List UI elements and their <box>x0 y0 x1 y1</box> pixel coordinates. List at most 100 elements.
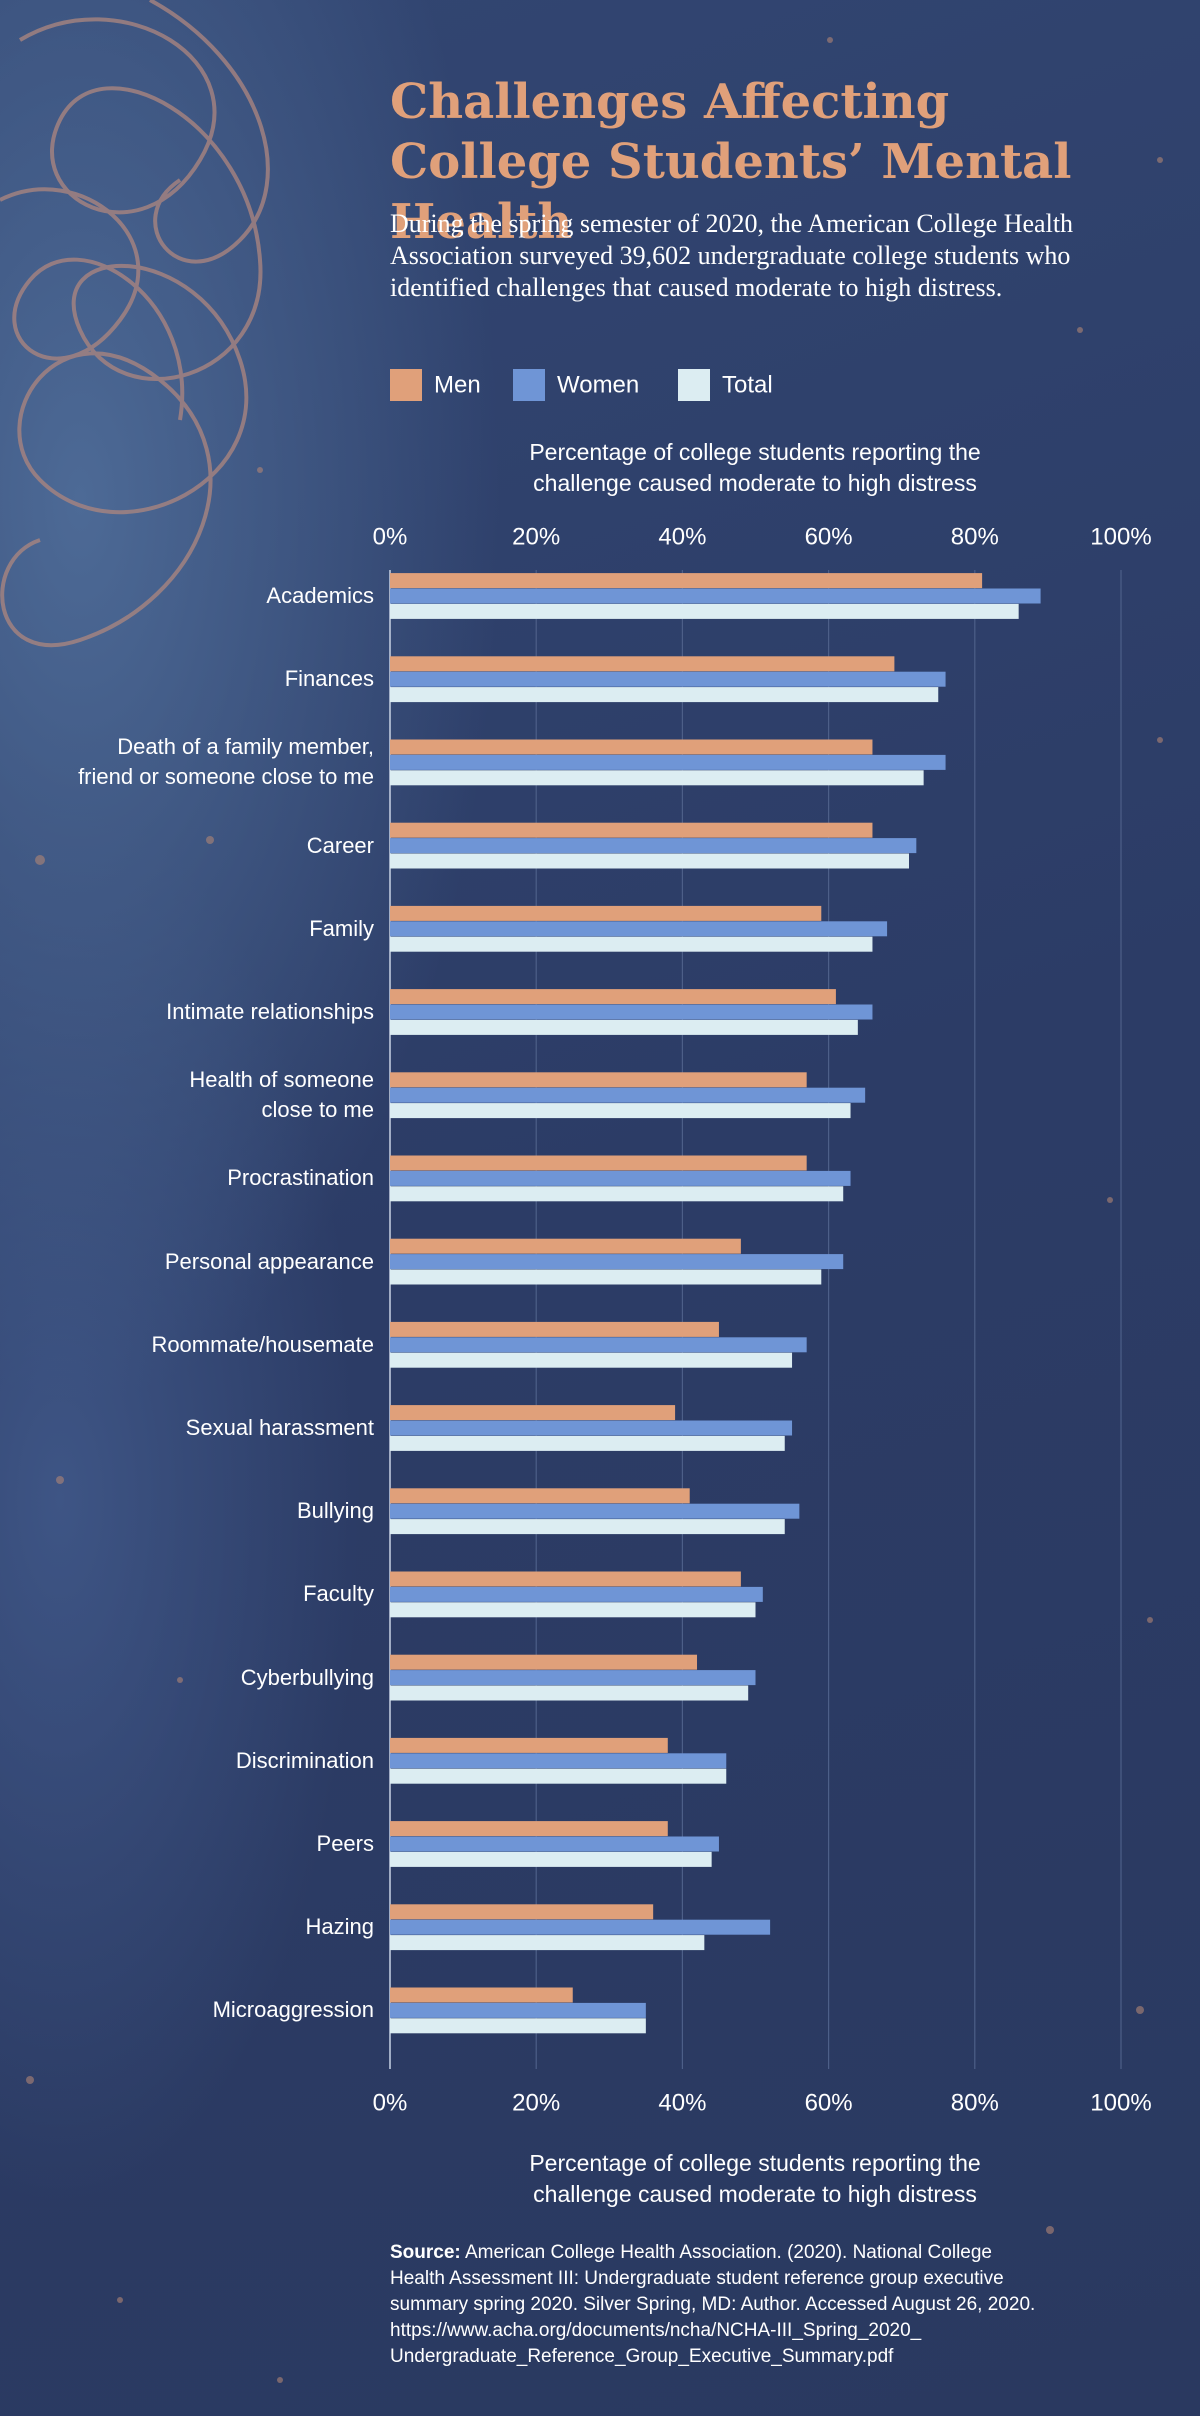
bar <box>390 671 946 687</box>
decoration <box>0 0 270 648</box>
bar <box>390 1155 807 1171</box>
axis-title: Percentage of college students reporting… <box>529 2150 981 2207</box>
bar <box>390 1685 749 1701</box>
x-tick-label: 20% <box>512 523 560 550</box>
category-label: Faculty <box>303 1581 374 1607</box>
category-label: Roommate/housemate <box>151 1331 374 1357</box>
legend-swatch <box>513 369 545 401</box>
bar <box>390 1503 800 1519</box>
bar <box>390 838 917 854</box>
bar <box>390 1238 741 1254</box>
category-label: Procrastination <box>227 1165 374 1191</box>
bar <box>390 588 1041 604</box>
category-label: Cyberbullying <box>240 1664 374 1690</box>
bar <box>390 1170 851 1186</box>
bar <box>390 1321 719 1337</box>
bar <box>390 739 873 755</box>
bar <box>390 656 895 672</box>
bar <box>390 2002 646 2018</box>
subtitle: During the spring semester of 2020, the … <box>390 209 1074 302</box>
bar <box>390 1420 793 1436</box>
x-tick-label: 40% <box>658 2089 706 2116</box>
legend-label: Women <box>557 371 639 398</box>
bar <box>390 1737 668 1753</box>
x-tick-label: 40% <box>658 523 706 550</box>
bar <box>390 1186 844 1202</box>
legend-swatch <box>678 369 710 401</box>
bar <box>390 1519 785 1535</box>
category-label: Family <box>309 915 374 941</box>
category-label: Personal appearance <box>164 1248 374 1274</box>
bar <box>390 1768 727 1784</box>
legend-label: Total <box>722 371 773 398</box>
axis-title: Percentage of college students reporting… <box>529 439 981 496</box>
bar <box>390 921 888 937</box>
legend-label: Men <box>434 371 481 398</box>
x-tick-label: 100% <box>1090 2089 1151 2116</box>
category-label: Career <box>306 832 374 858</box>
category-label: Sexual harassment <box>185 1415 374 1440</box>
category-label: Microaggression <box>212 1997 374 2023</box>
bar <box>390 573 983 589</box>
source-text: American College Health Association. (20… <box>390 2242 1036 2367</box>
bar <box>390 1405 676 1421</box>
bar <box>390 1851 712 1867</box>
bar <box>390 1087 866 1103</box>
bar <box>390 754 946 770</box>
category-label: Bullying <box>296 1498 374 1524</box>
bar <box>390 853 910 869</box>
bar <box>390 1488 690 1504</box>
bar <box>390 1337 807 1353</box>
bar <box>390 1987 573 2003</box>
bar <box>390 1904 654 1920</box>
bar <box>390 1269 822 1285</box>
bar <box>390 905 822 921</box>
category-label: Hazing <box>305 1914 374 1940</box>
bar <box>390 1670 756 1686</box>
bar <box>390 1836 719 1852</box>
category-label: Peers <box>316 1831 374 1856</box>
bar <box>390 2018 646 2034</box>
bar <box>390 1103 851 1119</box>
title: Challenges Affecting College Students’ M… <box>390 74 1072 250</box>
x-tick-label: 80% <box>951 523 999 550</box>
x-tick-label: 60% <box>805 2089 853 2116</box>
bar <box>390 989 836 1005</box>
bar <box>390 603 1019 619</box>
source: Source: American College Health Associat… <box>390 2240 1170 2370</box>
bar <box>390 1919 771 1935</box>
category-label: Academics <box>266 583 374 608</box>
x-tick-label: 100% <box>1090 523 1151 550</box>
legend-swatch <box>390 369 422 401</box>
bar <box>390 687 939 703</box>
bar <box>390 936 873 952</box>
bar <box>390 1935 705 1951</box>
bar <box>390 1586 763 1602</box>
bar <box>390 1602 756 1618</box>
bar <box>390 1019 858 1035</box>
x-tick-label: 60% <box>805 523 853 550</box>
bar <box>390 1435 785 1451</box>
category-label: Intimate relationships <box>166 999 374 1024</box>
bar <box>390 1654 698 1670</box>
x-tick-label: 80% <box>951 2089 999 2116</box>
x-tick-label: 20% <box>512 2089 560 2116</box>
bar <box>390 770 924 786</box>
category-label: Finances <box>284 666 374 692</box>
bar <box>390 1571 741 1587</box>
category-label: Discrimination <box>235 1747 374 1773</box>
bar <box>390 1352 793 1368</box>
source-label: Source: <box>390 2242 461 2263</box>
bar <box>390 1004 873 1020</box>
bar <box>390 1072 807 1088</box>
category-label: Health of someone close to me <box>189 1067 374 1123</box>
bar <box>390 1254 844 1270</box>
bar <box>390 822 873 838</box>
decoration-dots <box>26 37 1163 2383</box>
bar <box>390 1753 727 1769</box>
bar <box>390 1821 668 1837</box>
x-tick-label: 0% <box>373 2089 408 2116</box>
x-tick-label: 0% <box>373 523 408 550</box>
